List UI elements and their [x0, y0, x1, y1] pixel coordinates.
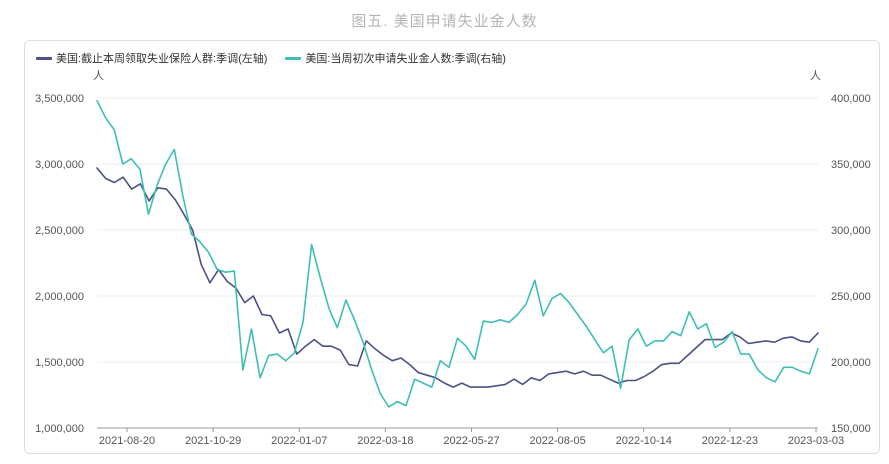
left-tick-label: 2,500,000 [35, 225, 84, 237]
right-axis-unit: 人 [810, 69, 821, 82]
left-tick-label: 1,000,000 [35, 423, 84, 435]
legend-label-left: 美国:截止本周领取失业保险人群:季调(左轴) [56, 53, 268, 65]
legend: 美国:截止本周领取失业保险人群:季调(左轴) 美国:当周初次申请失业金人数:季调… [36, 50, 524, 66]
left-tick-label: 2,000,000 [35, 291, 84, 303]
right-tick-label: 250,000 [831, 291, 871, 303]
x-tick-label: 2022-08-05 [529, 435, 585, 447]
legend-swatch-right [285, 56, 302, 60]
left-tick-label: 1,500,000 [35, 357, 84, 369]
right-tick-label: 350,000 [831, 159, 871, 171]
right-tick-label: 200,000 [831, 357, 871, 369]
left-tick-label: 3,000,000 [35, 159, 84, 171]
left-tick-label: 3,500,000 [35, 93, 84, 105]
series-lines [96, 99, 819, 408]
x-tick-label: 2022-05-27 [443, 435, 499, 447]
right-tick-label: 400,000 [831, 93, 871, 105]
gridlines [97, 97, 818, 363]
x-tick-label: 2022-01-07 [271, 435, 327, 447]
x-axis: 2021-08-20 2021-10-29 2022-01-07 2022-03-18… [97, 427, 844, 447]
right-tick-label: 300,000 [831, 225, 871, 237]
legend-label-right: 美国:当周初次申请失业金人数:季调(右轴) [305, 53, 506, 65]
x-tick-label: 2022-03-18 [357, 435, 413, 447]
right-axis: 150,000 200,000 250,000 300,000 350,000 400,0… [831, 93, 871, 435]
right-tick-label: 150,000 [831, 423, 871, 435]
x-tick-label: 2021-08-20 [99, 435, 155, 447]
left-axis: 1,000,000 1,500,000 2,000,000 2,500,000 3,00… [35, 93, 84, 435]
x-tick-label: 2022-12-23 [702, 435, 758, 447]
x-tick-label: 2023-03-03 [788, 435, 844, 447]
chart-frame [24, 40, 880, 454]
x-tick-label: 2022-10-14 [616, 435, 672, 447]
legend-item-left-series[interactable]: 美国:截止本周领取失业保险人群:季调(左轴) [36, 50, 267, 66]
series-line-right[interactable] [96, 99, 819, 408]
chart-title: 图五. 美国申请失业金人数 [351, 13, 538, 30]
left-axis-unit: 人 [93, 69, 104, 82]
x-tick-label: 2021-10-29 [185, 435, 241, 447]
legend-item-right-series[interactable]: 美国:当周初次申请失业金人数:季调(右轴) [285, 50, 506, 66]
legend-swatch-left [36, 56, 52, 60]
series-line-left[interactable] [96, 167, 819, 388]
